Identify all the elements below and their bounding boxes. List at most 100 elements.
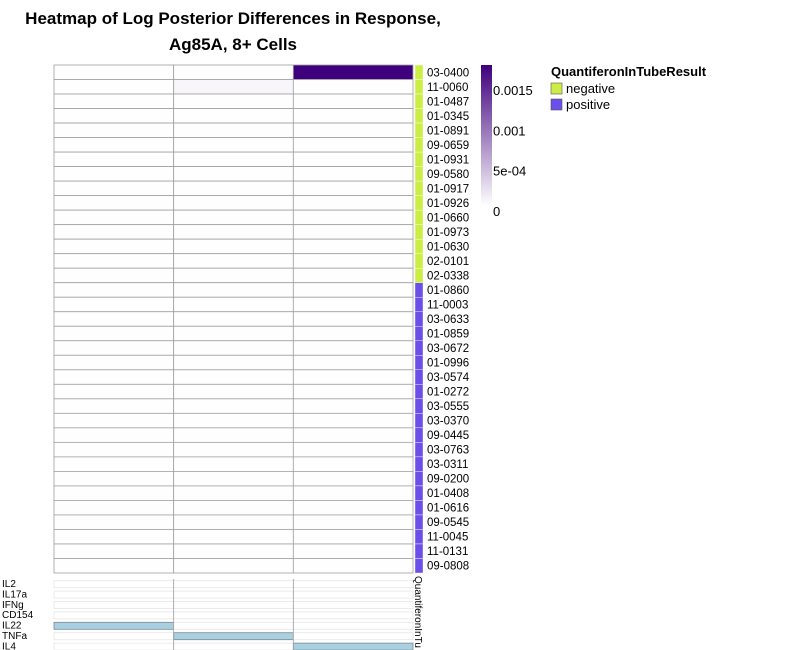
row-label: 11-0003 — [427, 299, 468, 311]
colorbar: 0.0015 0.001 5e-04 0 — [481, 65, 533, 219]
cytokine-cell — [173, 621, 294, 630]
heatmap-cell — [292, 398, 414, 414]
heatmap-cell — [173, 383, 294, 400]
row-label: 01-0487 — [427, 96, 469, 108]
cytokine-cell — [292, 642, 414, 650]
cytokine-cell — [173, 642, 294, 650]
colorbar-tick-label: 5e-04 — [493, 164, 526, 179]
annotation-cell — [414, 471, 424, 487]
chart-title-line-2: Ag85A, 8+ Cells — [169, 35, 297, 54]
row-label: 01-0408 — [427, 488, 469, 500]
row-label: 03-0370 — [427, 416, 469, 428]
heatmap-cell — [292, 195, 414, 211]
heatmap-cell — [173, 398, 294, 414]
heatmap-cell — [53, 79, 175, 95]
row-label: 03-0311 — [427, 459, 468, 471]
heatmap-cell — [53, 485, 175, 501]
row-label: 01-0931 — [427, 154, 469, 166]
colorbar-tick-label: 0 — [493, 204, 500, 219]
heatmap-cell — [173, 296, 294, 313]
heatmap-cell — [292, 166, 414, 182]
cytokine-cell — [292, 590, 414, 599]
chart-title-line-1: Heatmap of Log Posterior Differences in … — [25, 9, 441, 28]
row-label: 01-0859 — [427, 329, 469, 341]
heatmap-cell — [53, 412, 175, 429]
heatmap-cell — [173, 195, 294, 211]
heatmap-cell — [53, 195, 175, 211]
heatmap-cell — [292, 340, 414, 356]
cytokine-label: IL17a — [2, 589, 27, 600]
row-label: 03-0555 — [427, 401, 469, 413]
row-label: 01-0973 — [427, 227, 469, 239]
heatmap-cell — [292, 253, 414, 269]
heatmap-cell — [173, 543, 294, 559]
heatmap-cell — [292, 296, 414, 313]
heatmap-cell — [292, 543, 414, 559]
heatmap-cell — [173, 354, 294, 371]
heatmap-cell — [292, 64, 414, 80]
row-label: 01-0860 — [427, 285, 469, 297]
heatmap-cell — [53, 93, 175, 109]
group-annotation-bar — [414, 64, 424, 574]
annotation-cell — [414, 180, 424, 196]
legend-label: negative — [566, 81, 615, 96]
annotation-cell — [414, 485, 424, 501]
heatmap-cell — [292, 500, 414, 516]
cytokine-cell — [53, 601, 175, 609]
annotation-cell — [414, 209, 424, 225]
heatmap-cell — [53, 267, 175, 284]
cytokine-cell — [53, 590, 175, 599]
annotation-cell — [414, 137, 424, 153]
annotation-cell — [414, 355, 424, 370]
heatmap-cell — [292, 122, 414, 138]
heatmap-cell — [173, 137, 294, 153]
cytokine-cell — [53, 580, 175, 589]
heatmap-cell — [292, 456, 414, 472]
heatmap-cell — [53, 296, 175, 313]
heatmap-cell — [53, 325, 175, 342]
cytokine-cell — [53, 611, 175, 620]
heatmap-cell — [173, 427, 294, 443]
heatmap-cell — [173, 180, 294, 197]
cytokine-cell — [53, 621, 175, 630]
heatmap-cell — [173, 369, 294, 385]
heatmap-cell — [292, 311, 414, 327]
heatmap-cell — [53, 558, 175, 574]
row-label: 01-0345 — [427, 111, 469, 123]
annotation-cell — [414, 282, 424, 298]
row-label: 01-0616 — [427, 503, 469, 515]
heatmap-cell — [173, 64, 294, 80]
colorbar-tick-label: 0.001 — [493, 123, 526, 138]
cytokine-cell — [292, 632, 414, 641]
heatmap-cell — [53, 238, 175, 255]
legend-label: positive — [566, 97, 610, 112]
heatmap-cell — [53, 441, 175, 458]
heatmap-cell — [292, 485, 414, 501]
annotation-cell — [414, 442, 424, 458]
row-label: 01-0660 — [427, 212, 469, 224]
heatmap-cell — [173, 166, 294, 182]
annotation-cell — [414, 500, 424, 516]
annotation-cell — [414, 326, 424, 341]
row-label: 01-0996 — [427, 358, 469, 370]
heatmap-cell — [292, 180, 414, 197]
heatmap-cell — [173, 282, 294, 298]
row-label: 11-0131 — [427, 546, 468, 558]
cytokine-label: CD154 — [2, 610, 34, 621]
cytokine-cell — [173, 601, 294, 609]
heatmap-cell — [292, 93, 414, 109]
heatmap-cell — [173, 93, 294, 109]
heatmap-cell — [173, 209, 294, 226]
row-label: 01-0926 — [427, 198, 469, 210]
heatmap-cell — [173, 253, 294, 269]
annotation-cell — [414, 166, 424, 182]
row-label: 03-0672 — [427, 343, 469, 355]
row-label: 03-0763 — [427, 445, 469, 457]
cytokine-cell — [292, 601, 414, 609]
cytokine-cell — [292, 621, 414, 630]
cytokine-cell — [173, 632, 294, 641]
heatmap-cell — [53, 354, 175, 371]
heatmap-cell — [292, 79, 414, 95]
